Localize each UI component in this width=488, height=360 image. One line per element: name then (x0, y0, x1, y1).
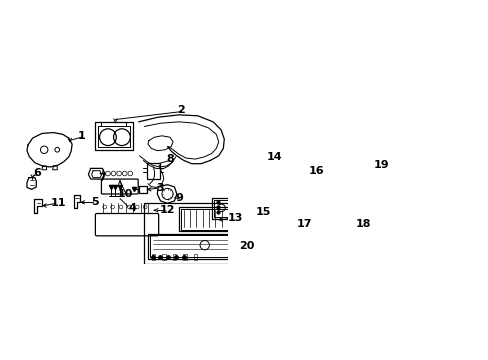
Bar (279, 230, 304, 253)
Bar (333, 230, 359, 253)
Text: 9: 9 (175, 193, 183, 203)
Text: 18: 18 (354, 219, 370, 229)
Text: 12: 12 (160, 205, 175, 215)
Bar (336, 233, 357, 250)
Bar (246, 164, 270, 186)
Text: 19: 19 (373, 160, 388, 170)
Bar (179, 207, 235, 231)
Bar (172, 255, 176, 260)
Text: 11: 11 (50, 198, 66, 208)
Text: 3: 3 (156, 183, 164, 193)
Bar (211, 198, 231, 219)
Text: 7: 7 (98, 173, 106, 183)
Bar (183, 255, 186, 260)
Text: 10: 10 (118, 189, 133, 199)
Text: 5: 5 (91, 197, 99, 207)
Text: 13: 13 (227, 213, 242, 223)
Bar (151, 255, 155, 260)
Bar (162, 255, 165, 260)
Bar (144, 203, 242, 264)
Text: 6: 6 (33, 168, 41, 178)
Bar (193, 255, 197, 260)
Bar (281, 233, 302, 250)
Text: 16: 16 (308, 166, 324, 176)
Text: 8: 8 (165, 154, 173, 164)
Text: 17: 17 (296, 219, 312, 229)
Text: 15: 15 (255, 207, 270, 217)
Text: 1: 1 (78, 131, 85, 141)
Bar (248, 166, 268, 184)
Text: 14: 14 (266, 152, 282, 162)
Text: 4: 4 (128, 203, 136, 213)
Bar (181, 209, 232, 230)
Bar (150, 235, 234, 257)
Text: 2: 2 (177, 105, 185, 115)
Bar (148, 234, 236, 259)
Text: 20: 20 (239, 241, 254, 251)
Bar (146, 163, 159, 179)
Bar (214, 199, 229, 217)
